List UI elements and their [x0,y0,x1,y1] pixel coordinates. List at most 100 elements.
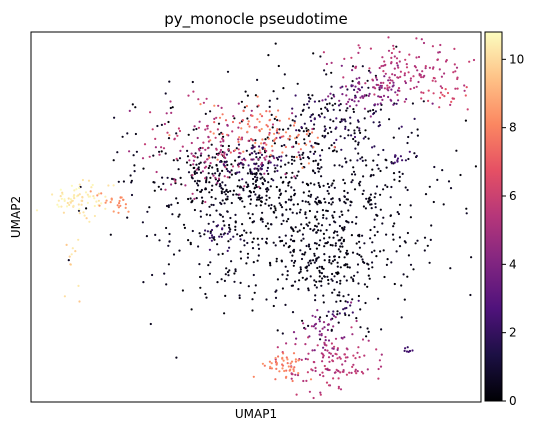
scatter-point [346,88,349,91]
scatter-point [289,135,292,138]
scatter-point [379,208,382,211]
scatter-point [354,147,357,150]
scatter-point [349,204,352,207]
colorbar-tick-label: 2 [509,326,517,340]
scatter-point [331,214,334,217]
scatter-point [280,222,283,226]
scatter-point [241,119,245,122]
scatter-point [225,198,228,201]
scatter-point [273,205,276,208]
scatter-point [393,161,396,164]
scatter-point [197,98,200,101]
scatter-point [344,85,348,88]
scatter-point [361,234,364,237]
scatter-point [305,133,308,136]
scatter-point [235,147,238,150]
scatter-point [193,171,196,174]
scatter-point [382,249,385,252]
scatter-point [172,159,175,162]
scatter-point [210,234,214,237]
scatter-point [401,159,404,162]
scatter-point [392,47,395,50]
scatter-point [357,152,360,155]
scatter-point [393,178,396,181]
scatter-point [297,372,300,375]
scatter-point [274,207,277,210]
scatter-point [312,52,315,55]
scatter-point [299,266,302,269]
scatter-point [152,154,155,157]
scatter-point [328,360,331,363]
scatter-point [409,216,412,219]
scatter-point [260,127,263,131]
scatter-point [339,250,342,253]
scatter-point [329,92,332,95]
scatter-point [254,184,258,187]
scatter-point [176,134,179,137]
scatter-point [388,76,391,79]
scatter-point [385,159,388,162]
scatter-point [187,94,190,97]
scatter-point [439,91,443,94]
scatter-point [226,163,229,167]
scatter-point [334,102,337,105]
scatter-point [453,63,456,66]
scatter-point [292,250,295,253]
scatter-point [78,208,81,211]
scatter-point [259,187,262,190]
scatter-point [260,142,263,145]
scatter-point [322,346,325,349]
scatter-point [206,158,209,161]
scatter-point [335,117,338,120]
scatter-point [211,236,214,239]
scatter-point [284,131,288,134]
scatter-point [398,245,402,248]
scatter-point [344,356,347,359]
scatter-point [254,139,257,142]
scatter-point [343,264,346,267]
scatter-point [297,288,300,291]
scatter-point [339,388,343,391]
scatter-point [155,170,158,174]
scatter-point [402,273,405,276]
scatter-point [206,127,209,130]
scatter-point [299,148,302,151]
scatter-point [314,224,317,227]
scatter-point [416,239,419,242]
scatter-point [231,120,235,124]
scatter-point [243,205,246,208]
scatter-point [365,164,368,167]
scatter-point [232,189,235,192]
scatter-point [297,170,300,173]
scatter-point [406,231,409,235]
scatter-point [391,79,394,82]
scatter-point [332,236,335,239]
scatter-point [66,201,69,205]
scatter-point [308,96,311,99]
scatter-point [336,265,339,268]
scatter-point [392,81,395,84]
scatter-point [343,228,346,231]
scatter-point [347,129,350,132]
scatter-point [238,155,241,158]
scatter-point [208,248,211,251]
scatter-point [241,200,244,203]
scatter-point [350,276,353,279]
scatter-point [351,251,355,254]
scatter-point [270,177,273,181]
scatter-point [179,149,182,152]
scatter-point [333,141,336,145]
scatter-point [201,200,204,203]
scatter-point [358,46,361,49]
scatter-point [320,352,323,355]
scatter-point [251,309,254,312]
scatter-point [333,288,336,291]
scatter-point [342,76,345,79]
scatter-point [324,367,327,371]
scatter-point [153,181,156,184]
scatter-point [230,163,233,166]
scatter-point [95,200,98,203]
scatter-point [300,223,303,226]
scatter-point [238,193,241,196]
scatter-point [228,176,231,179]
